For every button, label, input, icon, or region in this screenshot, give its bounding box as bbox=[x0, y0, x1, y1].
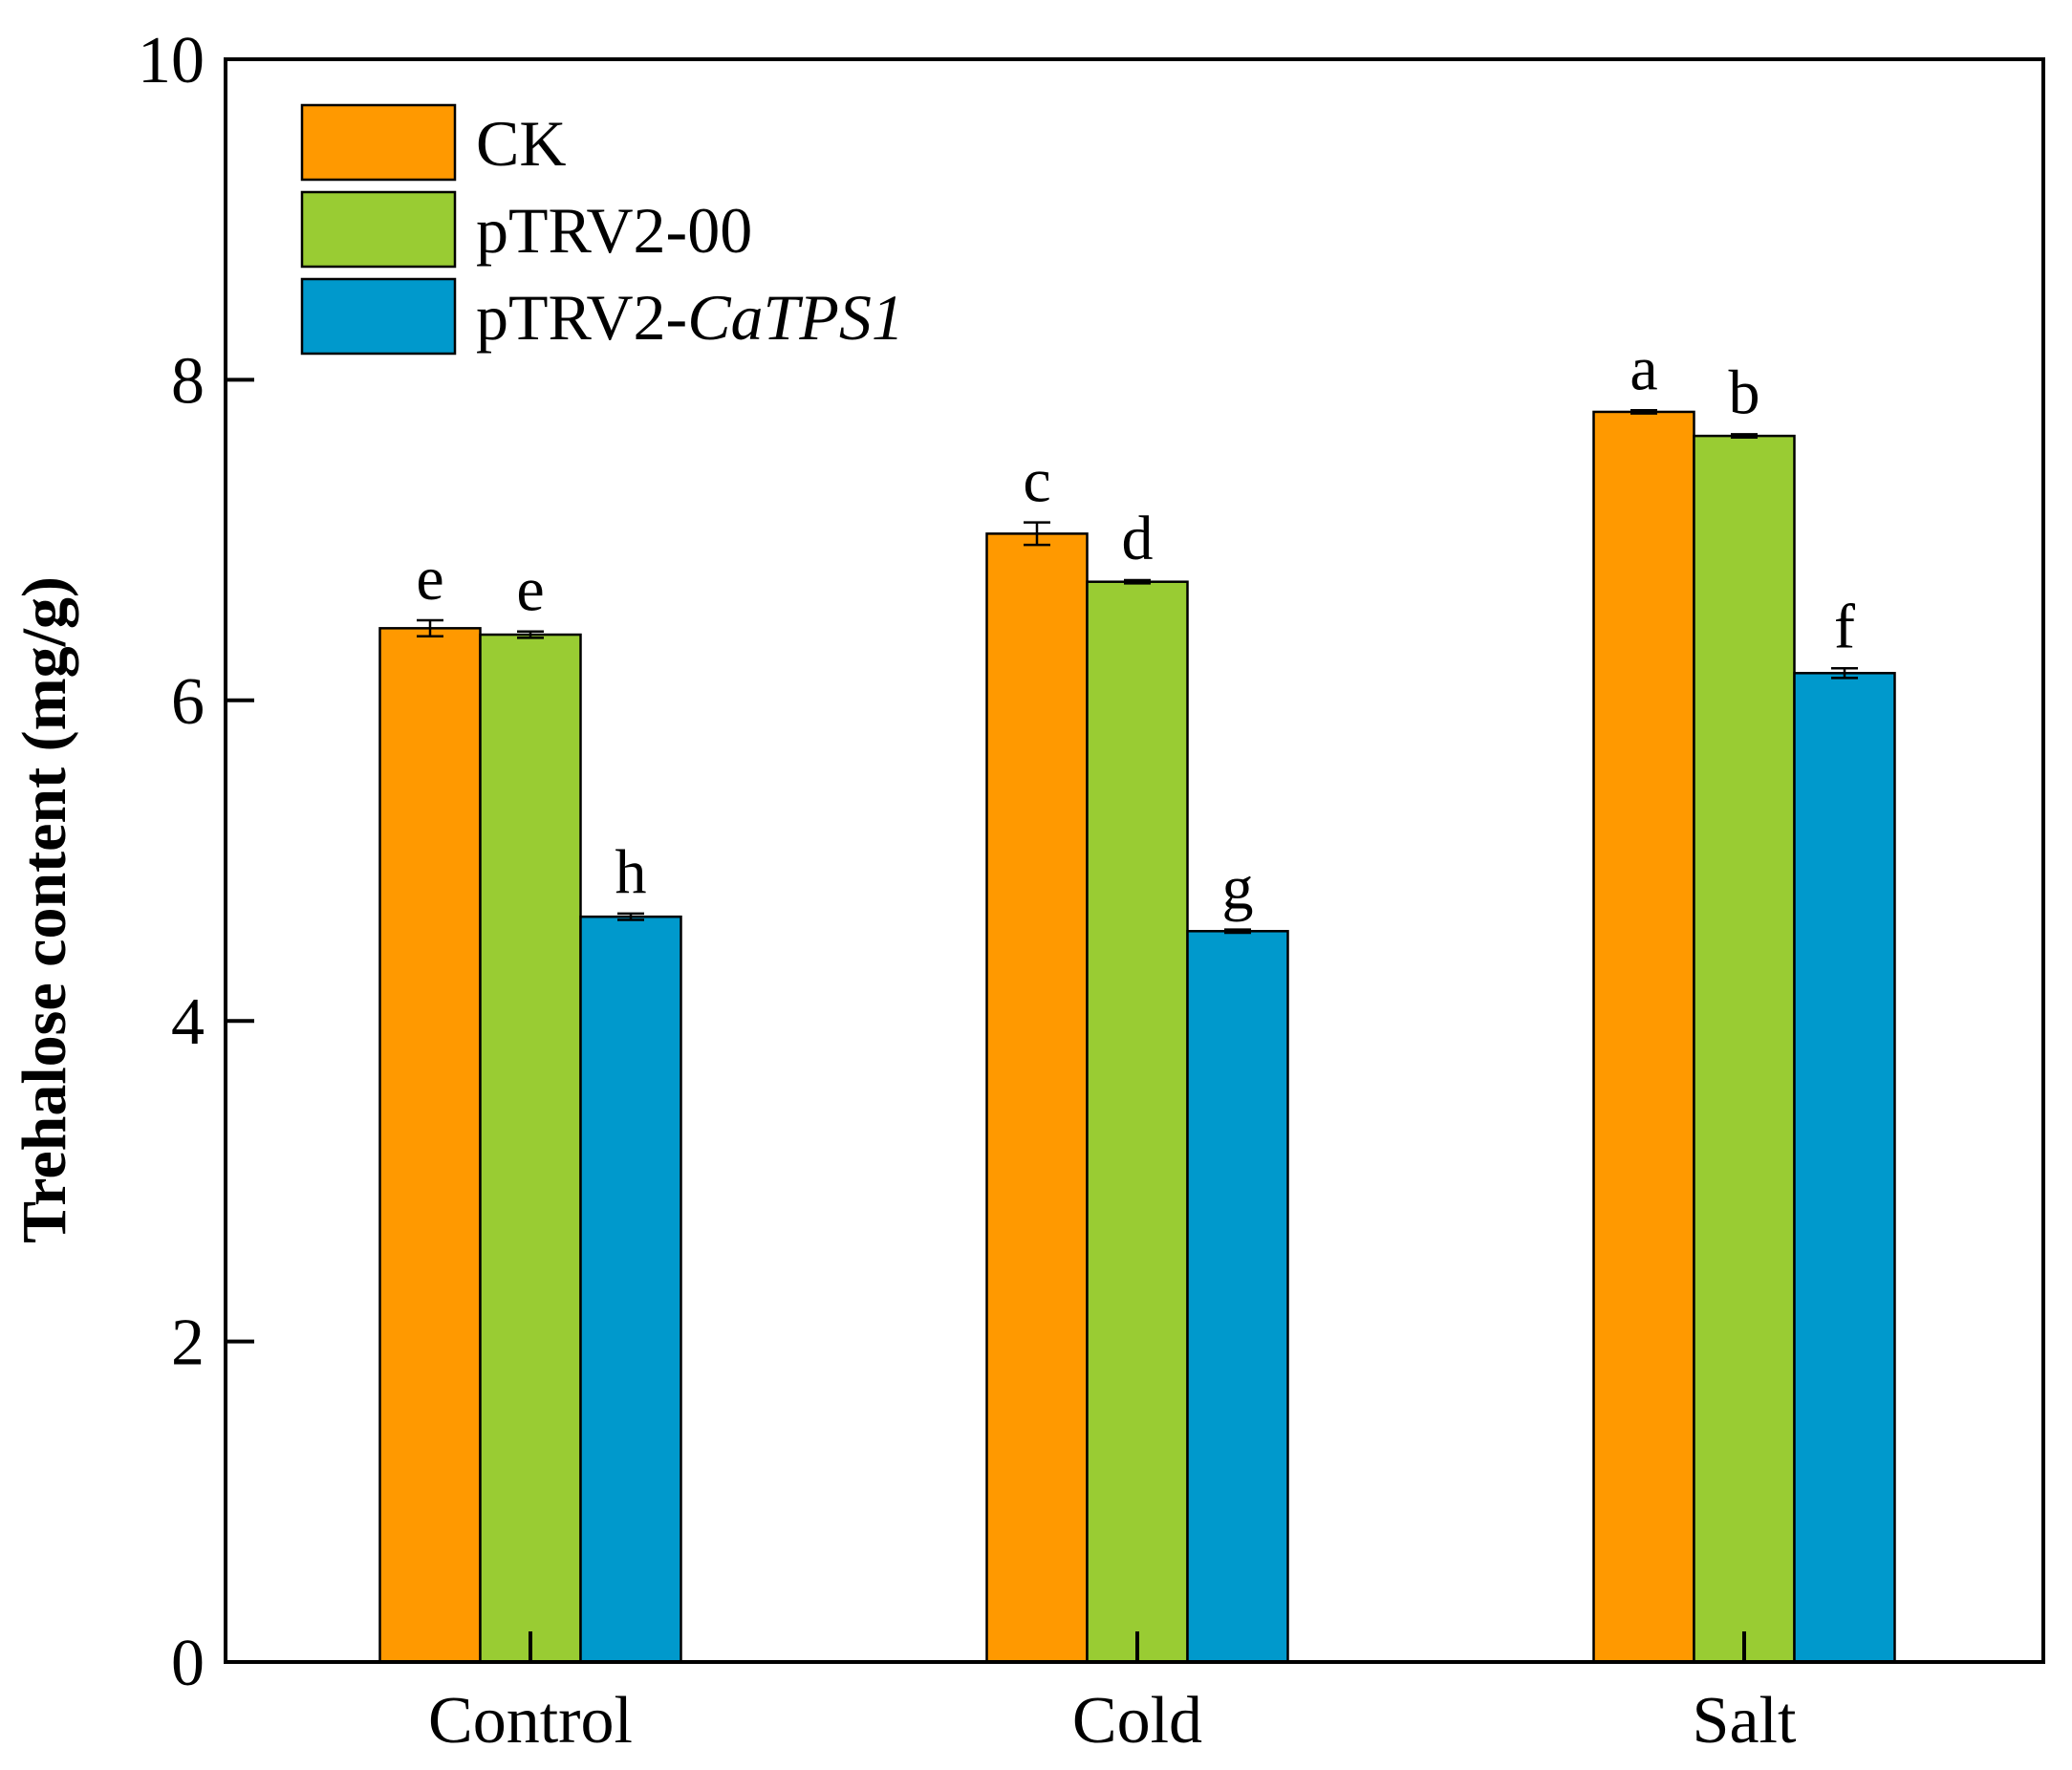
significance-letter: f bbox=[1834, 592, 1855, 661]
x-tick-label-control: Control bbox=[428, 1684, 633, 1758]
y-axis-title: Trehalose content (mg/g) bbox=[10, 576, 79, 1243]
significance-letter: e bbox=[516, 555, 544, 625]
bar-ptrv2-catps1-salt bbox=[1793, 672, 1896, 1664]
significance-letters-layer: e c a e d b h g f bbox=[416, 334, 1855, 922]
y-tick-label: 8 bbox=[171, 344, 205, 418]
bar-ptrv2-00-salt bbox=[1693, 434, 1796, 1664]
y-tick-label: 6 bbox=[171, 665, 205, 739]
error-bar bbox=[1224, 928, 1251, 935]
legend-item-ptrv2-catps1: pTRV2-CaTPS1 bbox=[300, 277, 904, 356]
bar-ptrv2-catps1-control bbox=[579, 915, 682, 1664]
legend-label: pTRV2-CaTPS1 bbox=[476, 281, 904, 354]
significance-letter: e bbox=[416, 544, 443, 614]
error-bars-layer bbox=[417, 409, 1858, 935]
y-tick-label: 2 bbox=[171, 1306, 205, 1380]
error-bar bbox=[1630, 409, 1657, 415]
x-tick-label-salt: Salt bbox=[1693, 1684, 1797, 1758]
significance-letter: a bbox=[1630, 334, 1657, 403]
legend-swatch bbox=[300, 277, 457, 356]
bar-ck-control bbox=[378, 627, 482, 1664]
bar-ptrv2-00-cold bbox=[1086, 580, 1189, 1664]
significance-letter: c bbox=[1023, 446, 1050, 516]
legend-item-ptrv2-00: pTRV2-00 bbox=[300, 190, 752, 269]
error-bar bbox=[617, 912, 644, 921]
y-tick-label: 10 bbox=[138, 24, 205, 97]
legend-swatch bbox=[300, 103, 457, 182]
error-bar bbox=[1731, 433, 1758, 440]
significance-letter: d bbox=[1122, 504, 1154, 573]
error-bar bbox=[1831, 667, 1858, 680]
y-tick-label: 0 bbox=[171, 1627, 205, 1700]
legend-item-ck: CK bbox=[300, 103, 566, 182]
bar-ck-salt bbox=[1592, 410, 1695, 1664]
axes-layer bbox=[224, 57, 2045, 1664]
error-bar bbox=[417, 618, 443, 637]
error-bar bbox=[517, 630, 544, 639]
legend-label: pTRV2-00 bbox=[476, 194, 752, 267]
bars-layer bbox=[378, 410, 1896, 1664]
significance-letter: b bbox=[1729, 357, 1760, 427]
significance-letter: h bbox=[615, 837, 647, 907]
x-tick-label-cold: Cold bbox=[1072, 1684, 1202, 1758]
y-tick-label: 4 bbox=[171, 985, 205, 1059]
legend-label: CK bbox=[476, 107, 566, 180]
bar-ptrv2-catps1-cold bbox=[1186, 930, 1289, 1664]
plot-frame bbox=[224, 57, 2045, 1664]
ticks-layer: 0 2 4 6 8 10 Control Cold Salt bbox=[138, 24, 1797, 1758]
significance-letter: g bbox=[1222, 853, 1254, 923]
bar-ptrv2-00-control bbox=[479, 633, 582, 1664]
legend: CK pTRV2-00 pTRV2-CaTPS1 bbox=[300, 103, 904, 356]
legend-swatch bbox=[300, 190, 457, 269]
bar-ck-cold bbox=[985, 532, 1089, 1664]
error-bar bbox=[1124, 578, 1151, 585]
error-bar bbox=[1024, 521, 1050, 547]
